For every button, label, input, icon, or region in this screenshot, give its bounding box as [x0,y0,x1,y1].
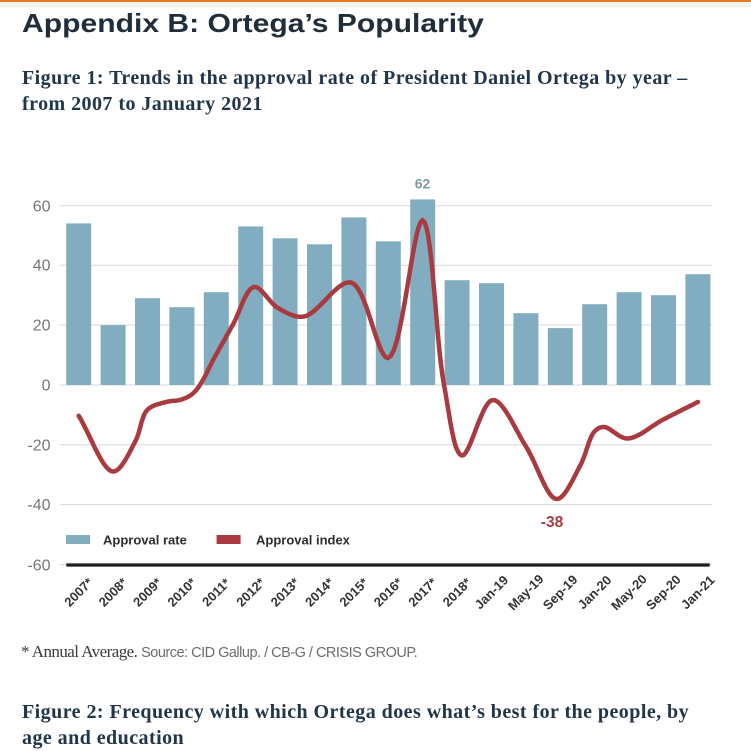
svg-text:2018*: 2018* [440,574,475,609]
svg-text:2016*: 2016* [371,574,406,609]
svg-text:2007*: 2007* [61,574,96,609]
svg-text:Sep-20: Sep-20 [643,572,684,613]
svg-text:-60: -60 [27,558,50,575]
svg-text:2009*: 2009* [130,574,165,609]
svg-text:Sep-19: Sep-19 [540,572,581,613]
svg-text:Jan-21: Jan-21 [678,572,718,612]
svg-text:May-20: May-20 [608,571,650,613]
svg-text:Approval rate: Approval rate [103,533,187,548]
svg-text:20: 20 [33,318,51,335]
svg-text:0: 0 [42,378,51,395]
svg-text:Approval index: Approval index [256,533,351,548]
svg-text:-20: -20 [27,437,50,454]
svg-text:2008*: 2008* [96,574,131,609]
svg-text:2015*: 2015* [336,574,371,609]
svg-text:2012*: 2012* [233,574,268,609]
svg-text:-38: -38 [541,514,564,531]
svg-text:Jan-20: Jan-20 [575,572,615,612]
svg-text:2010*: 2010* [164,574,199,609]
svg-text:60: 60 [33,198,51,215]
svg-text:-40: -40 [27,497,50,514]
svg-text:62: 62 [415,176,431,192]
svg-text:2013*: 2013* [268,574,303,609]
svg-text:2017*: 2017* [405,574,440,609]
svg-text:May-19: May-19 [505,571,547,613]
svg-text:40: 40 [33,258,51,275]
svg-text:Jan-19: Jan-19 [471,572,511,612]
svg-text:2014*: 2014* [302,574,337,609]
svg-text:2011*: 2011* [199,575,234,610]
